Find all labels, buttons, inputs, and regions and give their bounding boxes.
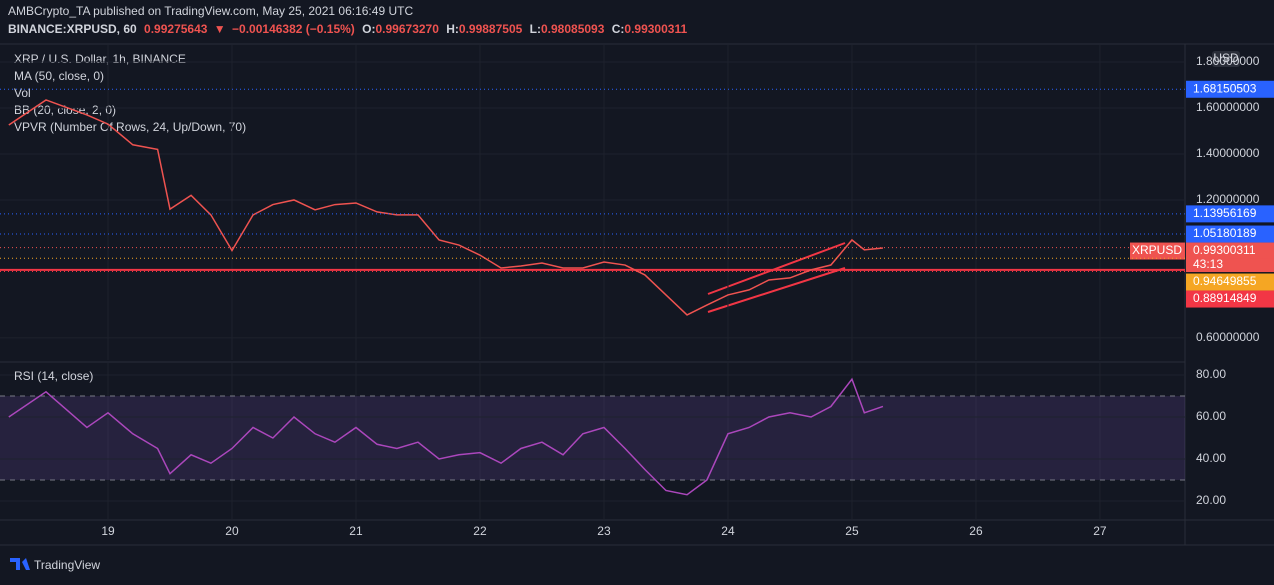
x-tick-label: 25 [845,524,859,538]
x-tick-label: 19 [101,524,115,538]
price-label-bg [1186,205,1274,223]
x-tick-label: 22 [473,524,487,538]
y-tick-label: 1.80000000 [1196,54,1260,68]
price-label: 1.68150503 [1193,81,1257,95]
x-tick-label: 24 [721,524,735,538]
price-label-bg [1186,273,1274,291]
y-tick-label: 1.60000000 [1196,100,1260,114]
legend-entry: BB (20, close, 2, 0) [14,103,116,117]
price-label-bg [1186,80,1274,98]
ohlc-line: BINANCE:XRPUSD, 60 0.99275643 ▼ −0.00146… [8,22,687,36]
price-label-bg [1186,225,1274,243]
high: 0.99887505 [459,22,523,36]
symbol: BINANCE:XRPUSD, 60 [8,22,137,36]
rsi-band [0,395,1185,480]
y-tick-label: 40.00 [1196,451,1226,465]
y-tick-label: 1.20000000 [1196,192,1260,206]
pane-title: RSI (14, close) [14,369,93,383]
legend-entry: Vol [14,86,31,100]
legend: XRP / U.S. Dollar, 1h, BINANCE MA (50, cl… [14,52,246,134]
y-tick-label: 0.60000000 [1196,330,1260,344]
price-label: 1.05180189 [1193,226,1257,240]
open-label: O: [362,22,375,36]
y-tick-label: 20.00 [1196,493,1226,507]
price-label: 0.88914849 [1193,291,1257,305]
price-label: 1.13956169 [1193,206,1257,220]
logo [10,558,30,570]
x-tick-label: 23 [597,524,611,538]
x-tick-label: 20 [225,524,239,538]
countdown: 43:13 [1193,257,1223,271]
x-tick-label: 27 [1093,524,1107,538]
low-label: L: [530,22,541,36]
y-tick-label: 1.40000000 [1196,146,1260,160]
price-label-bg [1186,290,1274,308]
currency: USD [1213,51,1239,65]
legend-entry: VPVR (Number Of Rows, 24, Up/Down, 70) [14,120,246,134]
legend-entry: XRP / U.S. Dollar, 1h, BINANCE [14,52,186,66]
x-tick-label: 21 [349,524,363,538]
x-tick-label: 26 [969,524,983,538]
legend-entry: MA (50, close, 0) [14,69,104,83]
last-price: 0.99275643 [144,22,208,36]
open: 0.99673270 [375,22,439,36]
close: 0.99300311 [624,22,687,36]
high-label: H: [446,22,459,36]
publisher: AMBCrypto_TA published on TradingView.co… [8,4,413,18]
close-label: C: [612,22,625,36]
series-line [8,99,884,316]
price-label: 0.99300311 [1193,243,1256,257]
series-line [8,377,884,496]
price-label: 0.94649855 [1193,274,1257,288]
price-label-bg [1186,242,1274,260]
y-tick-label: 80.00 [1196,367,1226,381]
symbol-tag-bg [1130,242,1185,260]
countdown-bg [1186,258,1274,273]
currency-badge [1212,51,1240,67]
channel-drawing [707,242,846,313]
low: 0.98085093 [541,22,605,36]
symbol-tag: XRPUSD [1132,243,1182,257]
change: −0.00146382 (−0.15%) [232,22,355,36]
change-arrow: ▼ [214,22,226,36]
footer-brand: TradingView [34,558,100,572]
y-tick-label: 60.00 [1196,409,1226,423]
